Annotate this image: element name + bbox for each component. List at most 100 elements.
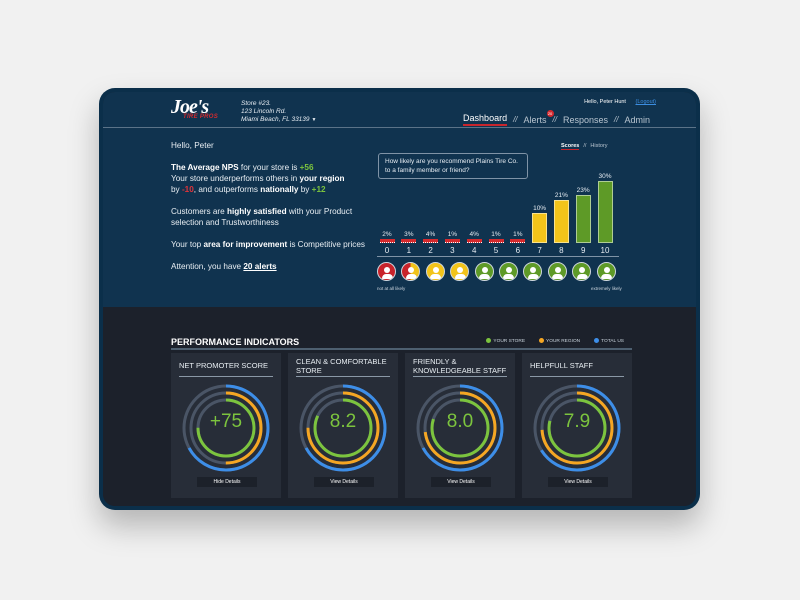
nav-alerts[interactable]: Alerts 20 bbox=[523, 109, 554, 125]
bar-category: 2 bbox=[428, 246, 433, 255]
tab-history[interactable]: History bbox=[590, 143, 608, 149]
ring-chart-icon bbox=[416, 384, 504, 472]
chart-legend: YOUR STORE YOUR REGION TOTAL US bbox=[486, 338, 624, 344]
bar-10[interactable]: 30% 10 bbox=[596, 173, 614, 256]
user-greeting: Hello, Peter Hunt (Logout) bbox=[584, 99, 656, 105]
dashboard-screen: Joe's TIRE PROS Store #23. 123 Lincoln R… bbox=[103, 92, 696, 506]
bar-category: 5 bbox=[493, 246, 499, 255]
under-bold: your region bbox=[299, 174, 345, 183]
indicator-card: FRIENDLY & KNOWLEDGEABLE STAFF 8.0 View De… bbox=[405, 353, 515, 498]
indicator-card: CLEAN & COMFORTABLE STORE 8.2 View Details bbox=[288, 353, 398, 498]
nps-statement: The Average NPS for your store is +56 Yo… bbox=[171, 162, 371, 195]
bar-fill bbox=[401, 239, 417, 243]
logo-text: Joe's bbox=[171, 96, 209, 118]
nav-admin[interactable]: Admin bbox=[624, 114, 650, 125]
legend-item: TOTAL US bbox=[594, 338, 624, 344]
bar-label: 3% bbox=[404, 231, 414, 238]
performance-panel: PERFORMANCE INDICATORS YOUR STORE YOUR RE… bbox=[103, 307, 696, 506]
nps-value: +56 bbox=[299, 163, 314, 172]
store-selector[interactable]: Store #23. 123 Lincoln Rd. Miami Beach, … bbox=[241, 100, 316, 124]
survey-question: How likely are you recommend Plains Tire… bbox=[378, 153, 528, 179]
under-text: Your store underperforms others in bbox=[171, 174, 300, 183]
nav-separator: // bbox=[614, 115, 619, 124]
imp-bold: area for improvement bbox=[203, 240, 288, 249]
header: Joe's TIRE PROS Store #23. 123 Lincoln R… bbox=[103, 92, 696, 128]
bar-category: 7 bbox=[537, 246, 542, 255]
bar-label: 23% bbox=[576, 187, 590, 195]
alerts-badge: 20 bbox=[546, 109, 554, 117]
bar-8[interactable]: 21% 8 bbox=[552, 192, 570, 256]
bar-label: 1% bbox=[491, 231, 501, 238]
sat-post: with your Product selection and Trustwor… bbox=[171, 207, 353, 227]
bar-category: 1 bbox=[406, 246, 412, 255]
bar-label: 21% bbox=[554, 191, 568, 199]
bar-4[interactable]: 4% 4 bbox=[465, 231, 483, 256]
bar-3[interactable]: 1% 3 bbox=[443, 231, 461, 256]
bar-label: 10% bbox=[533, 205, 547, 212]
legend-dot-icon bbox=[486, 338, 492, 343]
card-title: NET PROMOTER SCORE bbox=[179, 357, 273, 377]
tab-scores[interactable]: Scores bbox=[561, 143, 580, 150]
bar-fill bbox=[510, 239, 526, 243]
card-score: 7.9 bbox=[563, 411, 591, 432]
performance-title: PERFORMANCE INDICATORS bbox=[171, 337, 300, 347]
bar-5[interactable]: 1% 5 bbox=[487, 231, 505, 256]
nps-lead: The Average NPS bbox=[171, 163, 239, 172]
sat-bold: highly satisfied bbox=[226, 207, 287, 216]
store-number: Store #23. bbox=[241, 100, 271, 107]
customer-face-icon bbox=[572, 262, 592, 281]
nav-separator: // bbox=[552, 115, 557, 124]
details-button[interactable]: View Details bbox=[314, 477, 374, 487]
alerts-statement: Attention, you have 20 alerts bbox=[171, 261, 371, 272]
bar-6[interactable]: 1% 6 bbox=[509, 231, 527, 256]
performance-divider bbox=[171, 348, 632, 350]
card-score: 8.2 bbox=[329, 411, 357, 432]
store-city: Miami Beach, FL 33139 bbox=[241, 116, 310, 123]
improvement-statement: Your top area for improvement is Competi… bbox=[171, 239, 371, 250]
customer-face-icon bbox=[596, 262, 616, 281]
bar-fill bbox=[532, 213, 548, 243]
national-diff: +12 bbox=[311, 185, 326, 194]
bar-9[interactable]: 23% 9 bbox=[574, 187, 592, 256]
bar-2[interactable]: 4% 2 bbox=[422, 231, 440, 256]
logout-link[interactable]: (Logout) bbox=[635, 99, 657, 105]
region-diff: -10 bbox=[181, 185, 194, 194]
bar-category: 6 bbox=[515, 246, 521, 255]
details-button[interactable]: View Details bbox=[548, 477, 608, 487]
bar-fill bbox=[597, 181, 613, 243]
by-text: by bbox=[171, 185, 182, 194]
nps-summary: Hello, Peter The Average NPS for your st… bbox=[171, 140, 371, 283]
card-title: HELPFULL STAFF bbox=[530, 357, 624, 377]
nps-mid: for your store is bbox=[238, 163, 300, 172]
bar-fill bbox=[553, 199, 569, 243]
legend-dot-icon bbox=[594, 338, 600, 343]
bar-category: 3 bbox=[450, 246, 455, 255]
chart-tabs: Scores//History bbox=[561, 143, 608, 150]
bar-label: 1% bbox=[513, 231, 523, 238]
ring-chart-icon bbox=[299, 384, 387, 472]
nav-responses[interactable]: Responses bbox=[563, 114, 609, 125]
bar-0[interactable]: 2% 0 bbox=[378, 231, 396, 256]
alerts-link[interactable]: 20 alerts bbox=[243, 262, 277, 271]
bar-7[interactable]: 10% 7 bbox=[531, 205, 549, 256]
by2-text: by bbox=[298, 185, 312, 194]
hello-text: Hello, Peter bbox=[171, 141, 214, 150]
bar-label: 4% bbox=[469, 231, 479, 238]
bar-fill bbox=[575, 195, 591, 243]
scale-high-label: extremely likely bbox=[591, 286, 622, 291]
bar-category: 4 bbox=[471, 246, 477, 255]
tab-separator: // bbox=[583, 143, 587, 149]
logo-subtext: TIRE PROS bbox=[183, 114, 219, 120]
nav-alerts-label: Alerts bbox=[523, 114, 547, 125]
logo[interactable]: Joe's TIRE PROS bbox=[171, 96, 231, 125]
legend-item: YOUR REGION bbox=[539, 338, 580, 344]
nav-dashboard[interactable]: Dashboard bbox=[463, 113, 508, 126]
satisfaction-statement: Customers are highly satisfied with your… bbox=[171, 206, 371, 228]
bar-label: 2% bbox=[382, 231, 392, 238]
bar-label: 4% bbox=[425, 231, 436, 238]
details-button[interactable]: Hide Details bbox=[197, 477, 257, 487]
bar-1[interactable]: 3% 1 bbox=[400, 231, 418, 256]
details-button[interactable]: View Details bbox=[431, 477, 491, 487]
sat-pre: Customers are bbox=[171, 207, 227, 216]
main-nav: Dashboard // Alerts 20 // Responses // Ad… bbox=[463, 109, 650, 126]
